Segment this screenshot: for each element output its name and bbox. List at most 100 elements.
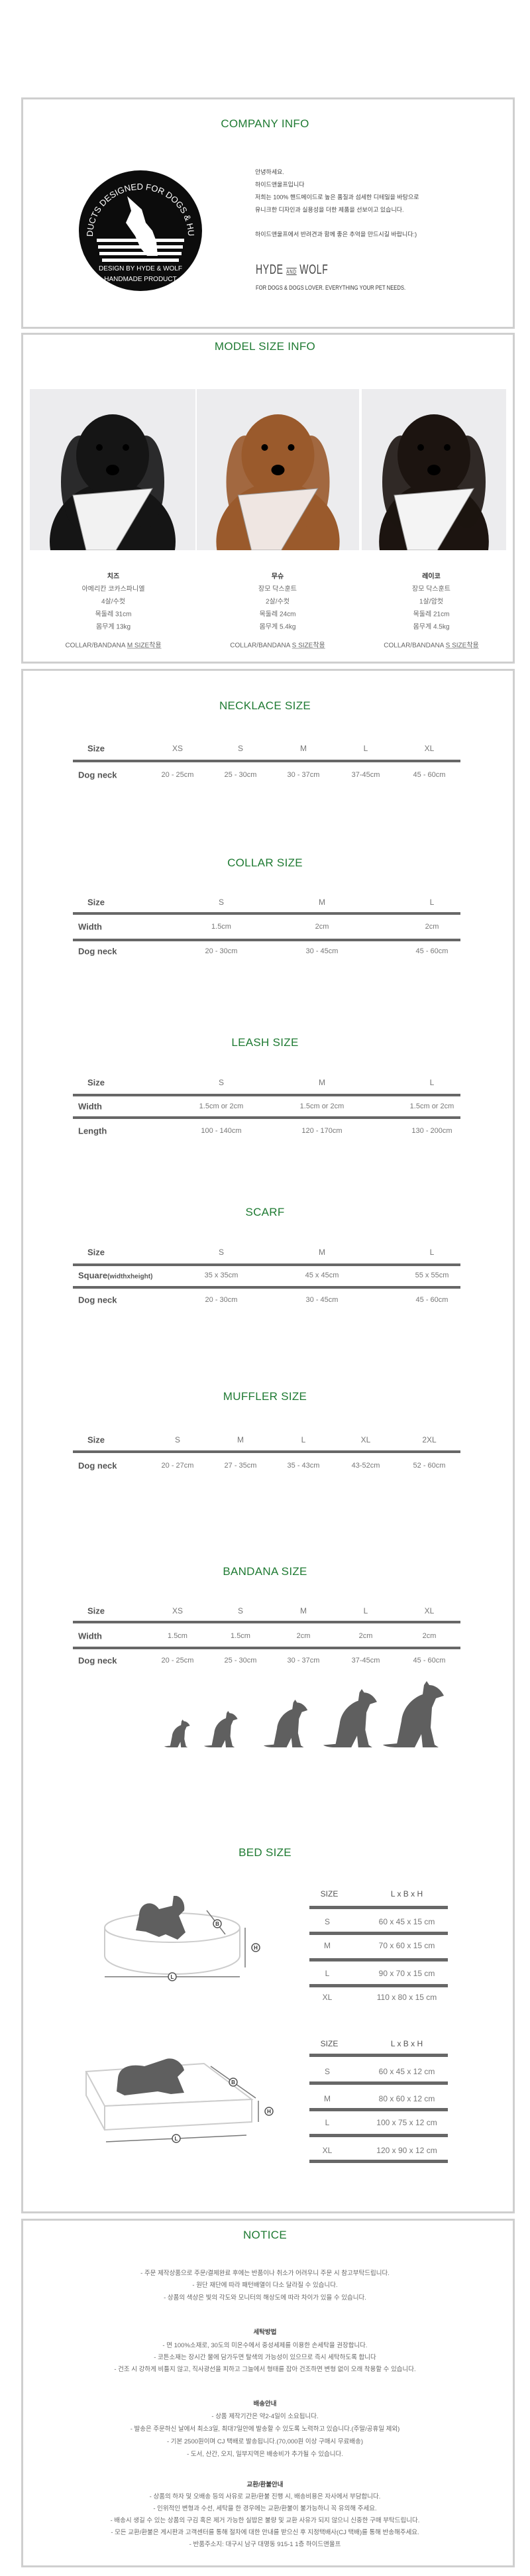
table-cell: 20 - 27cm bbox=[161, 1462, 194, 1470]
model-name: 무슈 bbox=[271, 573, 284, 581]
row-label: Width bbox=[78, 1102, 102, 1112]
dog-silhouette-icon bbox=[136, 1895, 186, 1940]
notice-item: - 상품의 색상은 빛의 각도와 모니터의 해상도에 따라 차이가 있을 수 있… bbox=[164, 2294, 366, 2302]
row-label: Dog neck bbox=[78, 1656, 117, 1666]
table-divider bbox=[309, 1984, 448, 1987]
model-age-sex: 4살/수컷 bbox=[101, 598, 125, 606]
size-column-header: L bbox=[429, 1248, 435, 1257]
model-weight: 몸무게 13kg bbox=[95, 623, 131, 631]
row-label-text: Dog neck bbox=[78, 1295, 117, 1305]
sitting-dog-silhouette-icon bbox=[323, 1689, 377, 1747]
row-label-text: Square bbox=[78, 1270, 108, 1281]
svg-text:HANDMADE PRODUCT: HANDMADE PRODUCT bbox=[104, 276, 176, 283]
table-cell: S bbox=[324, 1917, 331, 1926]
size-column-header: M bbox=[237, 1435, 244, 1444]
table-cell: 45 - 60cm bbox=[415, 1296, 449, 1304]
svg-text:L: L bbox=[175, 2136, 178, 2142]
dog-size-silhouettes bbox=[164, 1677, 452, 1747]
model-size-title: MODEL SIZE INFO bbox=[214, 340, 316, 353]
size-column-header: L bbox=[363, 744, 368, 753]
size-column-header: S bbox=[218, 898, 225, 907]
table-divider bbox=[309, 2160, 448, 2163]
row-label-text: Dog neck bbox=[78, 1655, 117, 1666]
sitting-dog-silhouette-icon bbox=[383, 1681, 444, 1747]
sitting-dog-silhouette-icon bbox=[264, 1700, 308, 1747]
wearing-prefix: COLLAR/BANDANA bbox=[65, 642, 127, 650]
shipping-item: - 상품 제작기간은 약2-4일이 소요됩니다. bbox=[211, 2413, 319, 2420]
table-cell: 30 - 37cm bbox=[287, 1657, 320, 1665]
table-cell: 2cm bbox=[425, 923, 439, 931]
model-photo bbox=[362, 389, 506, 550]
scarf-size-title: SCARF bbox=[245, 1206, 285, 1218]
svg-text:H: H bbox=[254, 1945, 258, 1951]
table-cell: 45 x 45cm bbox=[305, 1271, 339, 1279]
model-photo bbox=[197, 389, 359, 550]
table-cell: 35 x 35cm bbox=[204, 1271, 238, 1279]
table-divider bbox=[73, 1263, 460, 1266]
table-cell: 35 - 43cm bbox=[287, 1462, 320, 1470]
table-cell: 43-52cm bbox=[351, 1462, 380, 1470]
row-label: Length bbox=[78, 1126, 107, 1136]
intro-closing: 하이드앤울프에서 반려견과 함께 좋은 추억을 만드시길 바랍니다:) bbox=[255, 231, 417, 238]
size-column-header: M bbox=[319, 1248, 325, 1257]
table-divider bbox=[73, 1286, 460, 1289]
size-column-header: S bbox=[218, 1248, 225, 1257]
dog-silhouette-icon bbox=[117, 2058, 184, 2095]
table-cell: 130 - 200cm bbox=[411, 1127, 452, 1135]
table-cell: XL bbox=[322, 1993, 333, 2002]
table-cell: 1.5cm bbox=[168, 1632, 187, 1640]
table-cell: 1.5cm or 2cm bbox=[409, 1102, 454, 1110]
brand-logo-badge: PRODUCTS DESIGNED FOR DOGS & HUMAN DESIG… bbox=[75, 162, 203, 292]
exchange-item: - 인위적인 변형과 수선, 세탁을 한 경우에는 교환/환불이 불가능하니 꼭… bbox=[153, 2505, 377, 2512]
table-cell: 45 - 60cm bbox=[413, 771, 446, 779]
notice-title: NOTICE bbox=[242, 2229, 288, 2241]
model-wearing-size: COLLAR/BANDANA M SIZE착용 bbox=[65, 640, 161, 650]
size-column-header: XL bbox=[424, 1606, 435, 1615]
table-cell: 45 - 60cm bbox=[415, 947, 449, 955]
table-divider bbox=[309, 2108, 448, 2111]
row-label: Dog neck bbox=[78, 947, 117, 957]
exchange-item: - 상품의 하자 및 오배송 등의 사유로 교환/환불 진행 시, 배송비용은 … bbox=[149, 2493, 381, 2500]
notice-section bbox=[21, 2219, 515, 2567]
model-weight: 몸무게 5.4kg bbox=[259, 623, 296, 631]
table-divider bbox=[73, 760, 460, 762]
size-charts-section bbox=[21, 669, 515, 2213]
table-cell: S bbox=[324, 2067, 331, 2076]
washing-item: - 건조 시 강하게 비틀지 않고, 직사광선을 피하고 그늘에서 형태를 잡아… bbox=[114, 2366, 416, 2373]
round-bed-illustration: L H B bbox=[99, 1895, 266, 2002]
size-column-header: M bbox=[319, 898, 325, 907]
shipping-item: - 기본 2500원이며 CJ 택배로 발송됩니다.(70,000원 이상 구매… bbox=[166, 2438, 364, 2445]
exchange-item: - 모든 교환/환불은 게시판과 고객센터를 통해 절차에 대한 안내를 받으신… bbox=[111, 2529, 419, 2536]
muffler-size-title: MUFFLER SIZE bbox=[223, 1390, 307, 1403]
size-column-header: L bbox=[363, 1606, 368, 1615]
size-column-header: M bbox=[300, 744, 307, 753]
sitting-dog-silhouette-icon bbox=[204, 1711, 238, 1747]
table-cell: 27 - 35cm bbox=[224, 1462, 257, 1470]
table-cell: 25 - 30cm bbox=[224, 771, 257, 779]
model-photo bbox=[30, 389, 195, 550]
table-cell: 1.5cm or 2cm bbox=[199, 1102, 244, 1110]
shipping-item: - 도서, 산간, 오지, 일부지역은 배송비가 추가될 수 있습니다. bbox=[187, 2451, 343, 2458]
header-label: Size bbox=[87, 897, 105, 907]
dog-portrait-icon bbox=[216, 414, 340, 550]
table-cell: 20 - 25cm bbox=[161, 771, 194, 779]
notice-item: - 원단 재단에 따라 패턴배열이 다소 달라질 수 있습니다. bbox=[192, 2282, 338, 2289]
table-cell: 37-45cm bbox=[351, 771, 380, 779]
table-divider bbox=[73, 1621, 460, 1623]
table-cell: L bbox=[325, 2118, 330, 2127]
model-name: 레이코 bbox=[422, 573, 441, 581]
exchange-heading: 교환/환불안내 bbox=[246, 2481, 284, 2488]
model-name: 치즈 bbox=[107, 573, 120, 581]
intro-line: 하이드앤울프입니다 bbox=[255, 181, 305, 188]
table-cell: 30 - 45cm bbox=[305, 1296, 339, 1304]
table-cell: 2cm bbox=[296, 1632, 311, 1640]
table-cell: 60 x 45 x 12 cm bbox=[378, 2067, 435, 2076]
table-divider bbox=[73, 912, 460, 915]
svg-text:L: L bbox=[171, 1974, 174, 1980]
table-cell: 1.5cm bbox=[211, 923, 231, 931]
svg-text:B: B bbox=[215, 1921, 219, 1927]
table-cell: 100 x 75 x 12 cm bbox=[376, 2118, 437, 2127]
svg-text:DESIGN BY HYDE & WOLF: DESIGN BY HYDE & WOLF bbox=[99, 265, 182, 272]
brand-wordmark: HYDE AND WOLF bbox=[256, 263, 329, 278]
bed-column-header: SIZE bbox=[320, 2039, 339, 2048]
